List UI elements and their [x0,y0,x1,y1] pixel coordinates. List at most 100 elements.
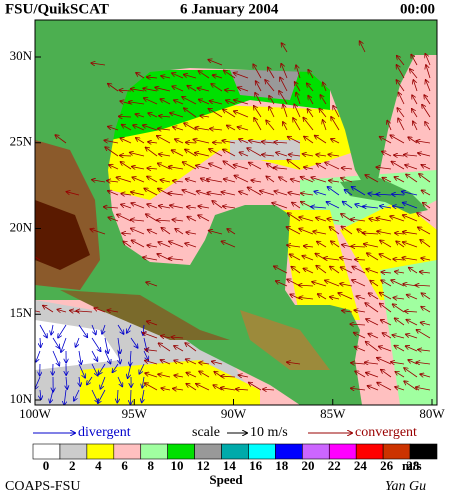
wind-arrow [131,228,145,235]
wind-arrow [308,96,314,105]
footer-left: COAPS-FSU [5,479,80,494]
wind-arrow [396,80,405,92]
wind-arrow [99,363,106,374]
wind-arrow [390,135,405,144]
wind-arrow [211,84,223,92]
wind-arrow [393,206,405,208]
wind-arrow [312,282,327,287]
wind-arrow [174,360,184,365]
wind-arrow [210,129,223,130]
colorbar-label: 8 [148,458,155,473]
wind-arrow [340,258,353,260]
colorbar-label: 4 [95,458,102,473]
wind-arrow [301,193,314,195]
colorbar-unit: m/s [402,458,422,473]
wind-arrow [351,219,366,221]
wind-arrow [143,333,158,339]
wind-arrow [239,191,249,196]
wind-arrow [380,206,392,208]
wind-arrow [225,90,236,91]
colorbar-swatch [302,443,330,460]
colorbar-label: 0 [43,458,50,473]
wind-arrow [281,64,288,79]
colorbar-swatch [86,443,115,460]
wind-arrow [224,70,236,79]
wind-arrow [290,254,301,261]
wind-arrow [299,297,314,299]
wind-arrow [366,373,379,378]
wind-arrow [128,363,132,378]
colorbar-swatch [140,443,168,460]
colorbar-label: 24 [354,458,368,473]
terrain [60,290,230,340]
wind-arrow [107,181,119,182]
wind-arrow [376,218,392,222]
wind-arrow [325,162,340,170]
wind-arrow [39,324,47,338]
wind-arrow [410,69,418,79]
wind-arrow [254,106,262,118]
wind-arrow [130,337,138,348]
wind-arrow [185,343,197,352]
wind-arrow [274,168,288,169]
wind-arrow [342,311,353,312]
wind-arrow [406,174,418,183]
wind-arrow [123,241,132,248]
lon-label: 80W [419,406,445,421]
wind-arrow [186,373,197,378]
wind-arrow [354,333,366,339]
wind-arrow [172,150,184,157]
wind-arrow [213,75,223,78]
wind-arrow [212,201,223,209]
wind-arrow [365,362,379,364]
wind-arrow [186,142,197,143]
wind-arrow [91,363,98,376]
wind-arrow [117,376,122,387]
wind-arrow [355,259,366,260]
wind-arrow [186,179,197,183]
colorbar-label: 26 [380,458,394,473]
wind-arrow [262,142,275,143]
wind-arrow [292,202,301,209]
wind-arrow [92,180,106,182]
wind-arrow [57,309,67,312]
wind-arrow [311,207,327,208]
wind-arrow [377,358,392,365]
wind-arrow [196,165,210,170]
wind-arrow [161,76,171,78]
wind-arrow [366,269,379,274]
wind-arrow [209,149,223,157]
wind-arrow [159,154,171,156]
wind-arrow [208,109,223,118]
wind-arrow [301,177,314,183]
wind-arrow [318,294,327,300]
wind-arrow [328,154,340,156]
wind-arrow [221,241,236,248]
wind-arrow [212,361,223,364]
wind-arrow [416,387,431,391]
wind-arrow [117,214,132,222]
colorbar-swatch [113,443,142,460]
wind-arrow [142,389,144,402]
wind-arrow [200,116,210,117]
wind-arrow [311,177,327,183]
wind-arrow [276,281,288,287]
wind-arrow [397,56,405,66]
wind-arrow [276,152,288,157]
wind-arrow [184,75,197,79]
wind-arrow [382,178,392,183]
wind-arrow [268,67,275,79]
wind-arrow [105,147,119,157]
wind-arrow [119,116,132,117]
wind-arrow [159,206,171,208]
wind-arrow [142,376,144,388]
wind-arrow [331,139,340,144]
wind-arrow [426,65,431,79]
wind-arrow [412,95,418,105]
wind-arrow [406,320,418,326]
lon-label: 85W [320,406,346,421]
wind-arrow [198,71,210,79]
colorbar-swatch [248,443,276,460]
wind-arrow [131,220,145,221]
wind-arrow [263,389,275,390]
